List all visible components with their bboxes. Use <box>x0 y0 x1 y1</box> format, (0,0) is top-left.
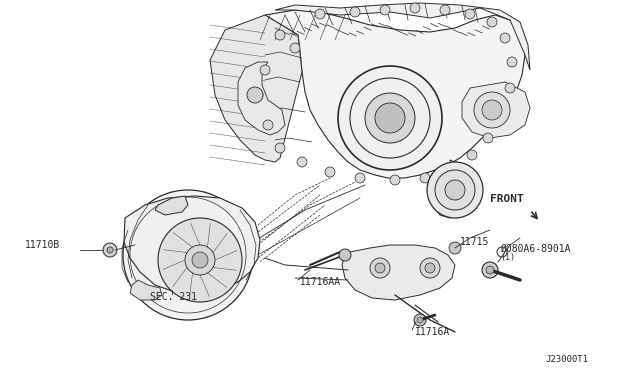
Circle shape <box>103 243 117 257</box>
Circle shape <box>414 314 426 326</box>
Circle shape <box>474 92 510 128</box>
Circle shape <box>449 242 461 254</box>
Circle shape <box>290 43 300 53</box>
Circle shape <box>263 120 273 130</box>
Circle shape <box>185 245 215 275</box>
Circle shape <box>365 93 415 143</box>
Circle shape <box>420 173 430 183</box>
Circle shape <box>445 180 465 200</box>
Circle shape <box>375 263 385 273</box>
Polygon shape <box>265 10 525 178</box>
Text: I1716A: I1716A <box>415 327 451 337</box>
Circle shape <box>417 317 423 323</box>
Text: Ø080A6-8901A: Ø080A6-8901A <box>500 244 570 254</box>
Circle shape <box>390 175 400 185</box>
Circle shape <box>380 5 390 15</box>
Circle shape <box>420 258 440 278</box>
Text: I1716AA: I1716AA <box>300 277 341 287</box>
Circle shape <box>107 247 113 253</box>
Circle shape <box>370 258 390 278</box>
Circle shape <box>297 157 307 167</box>
Circle shape <box>467 150 477 160</box>
Circle shape <box>447 165 457 175</box>
Circle shape <box>465 9 475 19</box>
Circle shape <box>247 87 263 103</box>
Circle shape <box>495 110 505 120</box>
Circle shape <box>123 190 253 320</box>
Circle shape <box>482 100 502 120</box>
Circle shape <box>253 90 263 100</box>
Circle shape <box>315 9 325 19</box>
Circle shape <box>500 33 510 43</box>
Polygon shape <box>342 245 455 300</box>
Circle shape <box>375 103 405 133</box>
Circle shape <box>338 66 442 170</box>
Circle shape <box>355 173 365 183</box>
Text: SEC. 231: SEC. 231 <box>150 292 197 302</box>
Polygon shape <box>275 3 530 70</box>
Circle shape <box>435 170 475 210</box>
Circle shape <box>425 263 435 273</box>
Circle shape <box>260 65 270 75</box>
Circle shape <box>486 266 494 274</box>
Text: J23000T1: J23000T1 <box>545 355 588 364</box>
Circle shape <box>507 57 517 67</box>
Polygon shape <box>124 196 260 294</box>
Circle shape <box>410 3 420 13</box>
Circle shape <box>427 162 483 218</box>
Text: 11710B: 11710B <box>25 240 60 250</box>
Text: (1): (1) <box>500 253 515 262</box>
Polygon shape <box>462 82 530 138</box>
Circle shape <box>339 249 351 261</box>
Text: 11715: 11715 <box>460 237 490 247</box>
Polygon shape <box>130 280 162 300</box>
Circle shape <box>350 7 360 17</box>
Polygon shape <box>155 196 188 215</box>
Circle shape <box>483 133 493 143</box>
Polygon shape <box>432 160 480 218</box>
Circle shape <box>275 143 285 153</box>
Circle shape <box>275 30 285 40</box>
Circle shape <box>505 83 515 93</box>
Circle shape <box>482 262 498 278</box>
Circle shape <box>192 252 208 268</box>
Circle shape <box>487 17 497 27</box>
Text: FRONT: FRONT <box>490 194 524 204</box>
Circle shape <box>440 5 450 15</box>
Circle shape <box>158 218 242 302</box>
Polygon shape <box>238 62 285 135</box>
Circle shape <box>325 167 335 177</box>
Polygon shape <box>210 15 302 162</box>
